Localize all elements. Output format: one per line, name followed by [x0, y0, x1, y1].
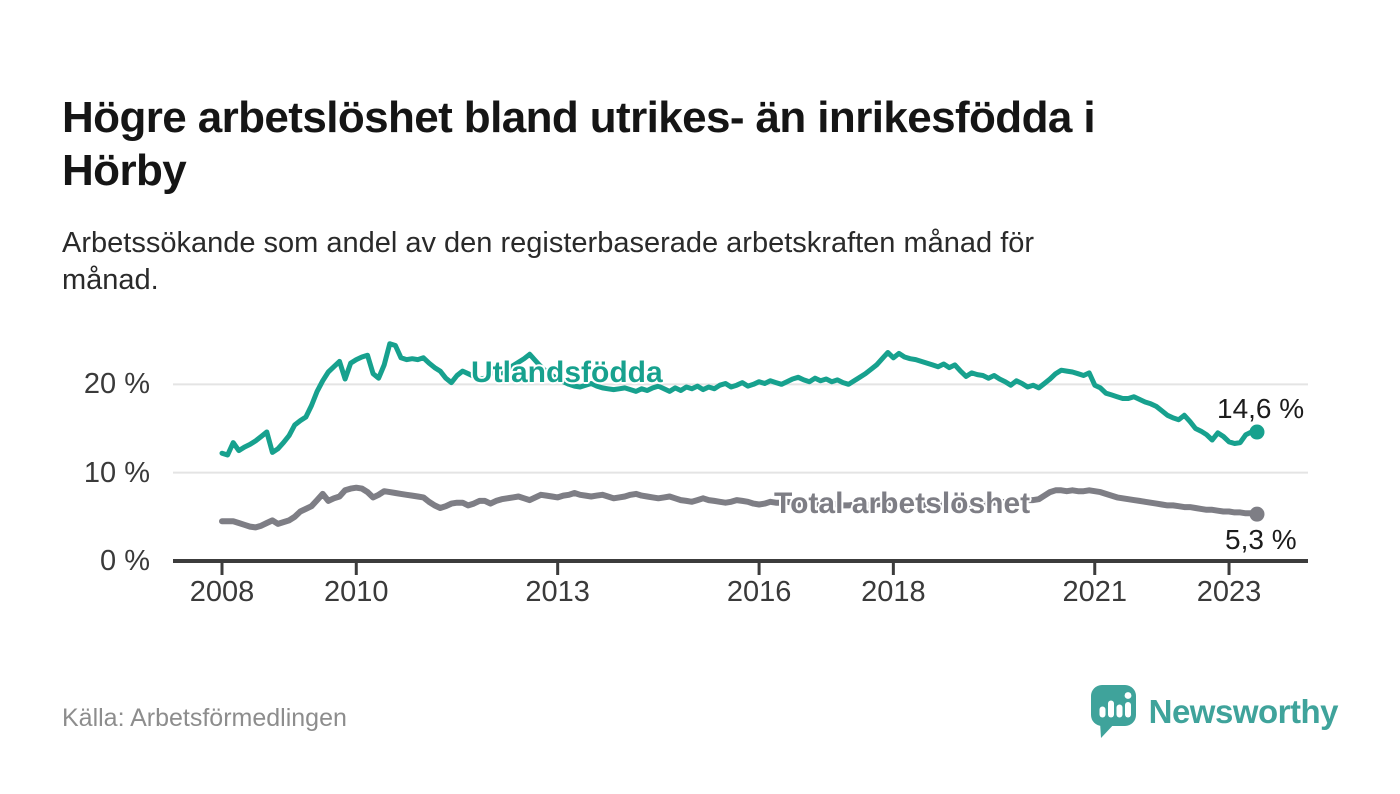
x-tick-label-2018: 2018 [861, 576, 926, 608]
y-tick-label-0: 0 % [100, 545, 150, 577]
value-label-total: 5,3 % [1225, 524, 1297, 555]
x-tick-label-2023: 2023 [1196, 576, 1262, 608]
y-tick-label-10: 10 % [83, 456, 150, 489]
y-tick-label-20: 20 % [83, 368, 150, 401]
series-label-total: Total arbetslöshet [774, 487, 1031, 520]
page-title: Högre arbetslöshet bland utrikes- än inr… [62, 91, 1352, 197]
x-tick-label-2016: 2016 [726, 576, 792, 608]
page-title-line1: Högre arbetslöshet bland utrikes- än inr… [62, 93, 1096, 143]
newsworthy-wordmark: Newsworthy [1148, 692, 1339, 730]
chart-subtitle-line1: Arbetssökande som andel av den registerb… [62, 227, 1035, 259]
series-line-total [219, 484, 1260, 531]
logo-bubble [1090, 685, 1136, 738]
series-label-utlandsfodda: Utlandsfödda [471, 356, 663, 389]
chart-subtitle-line2: månad. [62, 264, 159, 296]
x-tick-label-2008: 2008 [189, 576, 255, 608]
page-title-line2: Hörby [62, 146, 187, 196]
x-tick-label-2010: 2010 [324, 576, 389, 608]
series-line-utlandsfodda [219, 341, 1260, 458]
source-note: Källa: Arbetsförmedlingen [62, 704, 347, 732]
chart-subtitle: Arbetssökande som andel av den registerb… [62, 225, 1352, 299]
x-tick-label-2021: 2021 [1062, 576, 1128, 608]
end-dot-utlandsfodda [1249, 424, 1265, 440]
x-tick-label-2013: 2013 [525, 576, 590, 608]
speech-bubble-bar-chart-icon [1090, 685, 1136, 738]
end-dot-total [1249, 506, 1265, 522]
newsworthy-brand: Newsworthy [1089, 684, 1339, 739]
value-label-utlandsfodda: 14,6 % [1217, 393, 1305, 424]
